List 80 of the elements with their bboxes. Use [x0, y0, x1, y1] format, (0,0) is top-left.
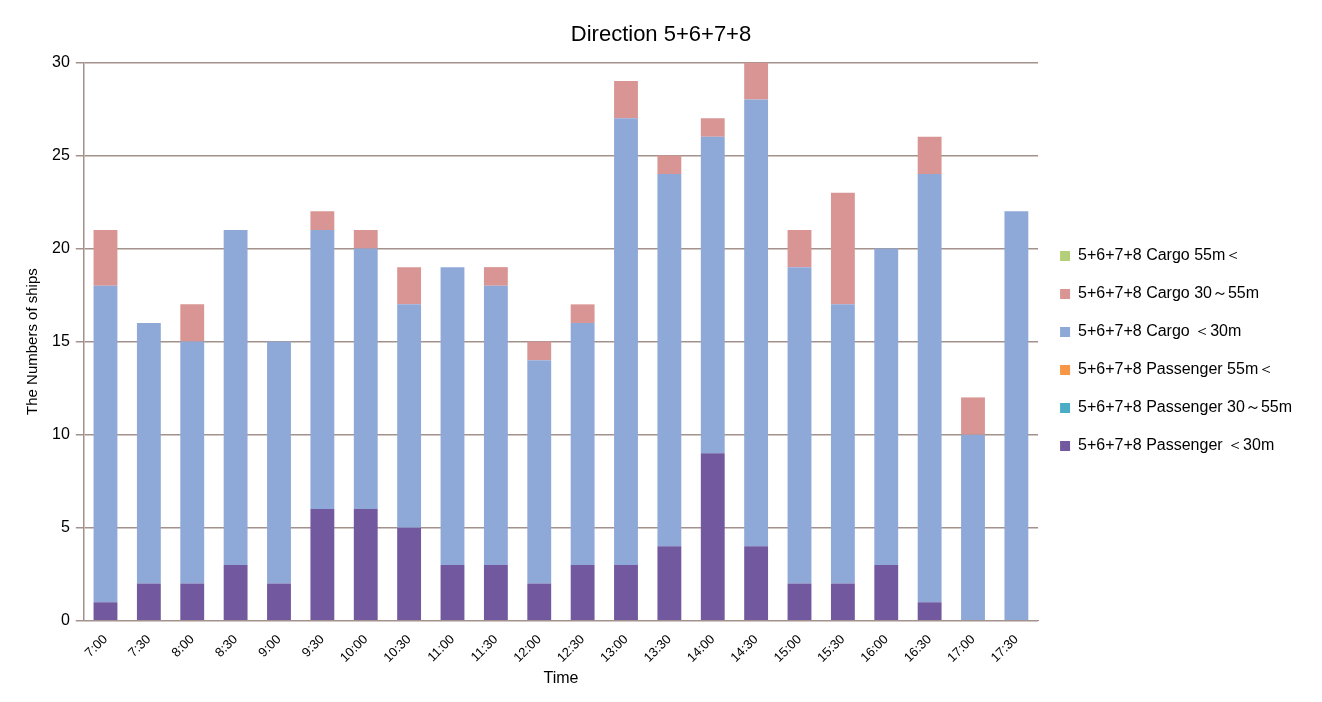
- bar: [787, 229, 812, 268]
- bar: [180, 341, 205, 584]
- bar: [830, 583, 855, 621]
- y-tick-label: 20: [52, 238, 70, 256]
- bar: [93, 285, 118, 603]
- bar: [93, 229, 118, 286]
- bar: [527, 341, 552, 361]
- bar: [353, 229, 378, 249]
- bar: [267, 583, 291, 621]
- bar: [180, 304, 205, 342]
- y-tick-label: 25: [52, 145, 70, 163]
- bar: [310, 211, 335, 230]
- bar: [136, 322, 161, 584]
- bar: [570, 322, 595, 565]
- legend-label: 5+6+7+8 Passenger 30～55m: [1078, 398, 1293, 416]
- bar: [353, 509, 378, 621]
- bar: [267, 341, 291, 584]
- bar: [614, 118, 638, 565]
- y-tick-label: 0: [60, 611, 70, 629]
- bar: [440, 564, 465, 621]
- x-tick-label: 9:30: [298, 631, 328, 660]
- bar: [744, 99, 769, 547]
- bar: [440, 267, 465, 565]
- bar: [700, 136, 725, 454]
- bar: [830, 192, 855, 305]
- bar: [397, 527, 422, 621]
- y-tick-label: 30: [52, 52, 70, 70]
- bar: [961, 434, 985, 621]
- x-tick-label: 9:00: [255, 631, 284, 660]
- legend-label: 5+6+7+8 Passenger ＜30m: [1078, 436, 1275, 454]
- x-axis-title: Time: [543, 668, 579, 686]
- bar: [310, 229, 335, 510]
- bar: [700, 453, 725, 621]
- bar: [180, 583, 205, 621]
- bar: [527, 583, 552, 621]
- bar: [657, 174, 682, 547]
- bar: [93, 602, 118, 621]
- bar: [527, 360, 552, 584]
- legend-label: 5+6+7+8 Cargo 55m＜: [1078, 246, 1242, 264]
- legend-label: 5+6+7+8 Cargo ＜30m: [1078, 322, 1242, 340]
- y-tick-label: 5: [60, 518, 70, 536]
- legend-label: 5+6+7+8 Passenger 55m＜: [1078, 360, 1275, 378]
- bar: [1004, 211, 1029, 621]
- bar: [787, 583, 812, 621]
- legend-label: 5+6+7+8 Cargo 30～55m: [1078, 284, 1260, 302]
- bar: [223, 564, 248, 621]
- bar: [874, 564, 899, 621]
- bar: [830, 304, 855, 584]
- x-tick-label: 8:30: [211, 631, 241, 660]
- bar: [310, 509, 335, 621]
- bar: [744, 62, 769, 100]
- y-tick-label: 15: [52, 331, 70, 349]
- bar: [136, 583, 161, 621]
- bar: [700, 118, 725, 137]
- bar: [614, 81, 638, 119]
- bar: [223, 229, 248, 565]
- bar: [961, 397, 985, 435]
- x-tick-label: 7:30: [125, 631, 154, 660]
- bar: [917, 136, 942, 175]
- bar: [397, 267, 422, 305]
- bar: [744, 546, 769, 621]
- bar: [483, 285, 508, 565]
- bar: [397, 304, 422, 528]
- x-tick-label: 8:00: [168, 631, 197, 660]
- bar: [917, 602, 942, 621]
- bar: [614, 564, 638, 621]
- chart-title: Direction 5+6+7+8: [570, 21, 752, 47]
- bar: [483, 267, 508, 286]
- bar: [483, 564, 508, 621]
- bar: [917, 174, 942, 603]
- bar: [657, 546, 682, 621]
- bar: [874, 248, 899, 565]
- bar: [353, 248, 378, 510]
- bar: [787, 267, 812, 584]
- x-tick-label: 7:00: [81, 631, 111, 660]
- y-axis-title: The Numbers of ships: [23, 268, 41, 415]
- y-tick-label: 10: [52, 425, 70, 443]
- bar: [657, 155, 682, 175]
- bar: [570, 304, 595, 323]
- bar: [570, 564, 595, 621]
